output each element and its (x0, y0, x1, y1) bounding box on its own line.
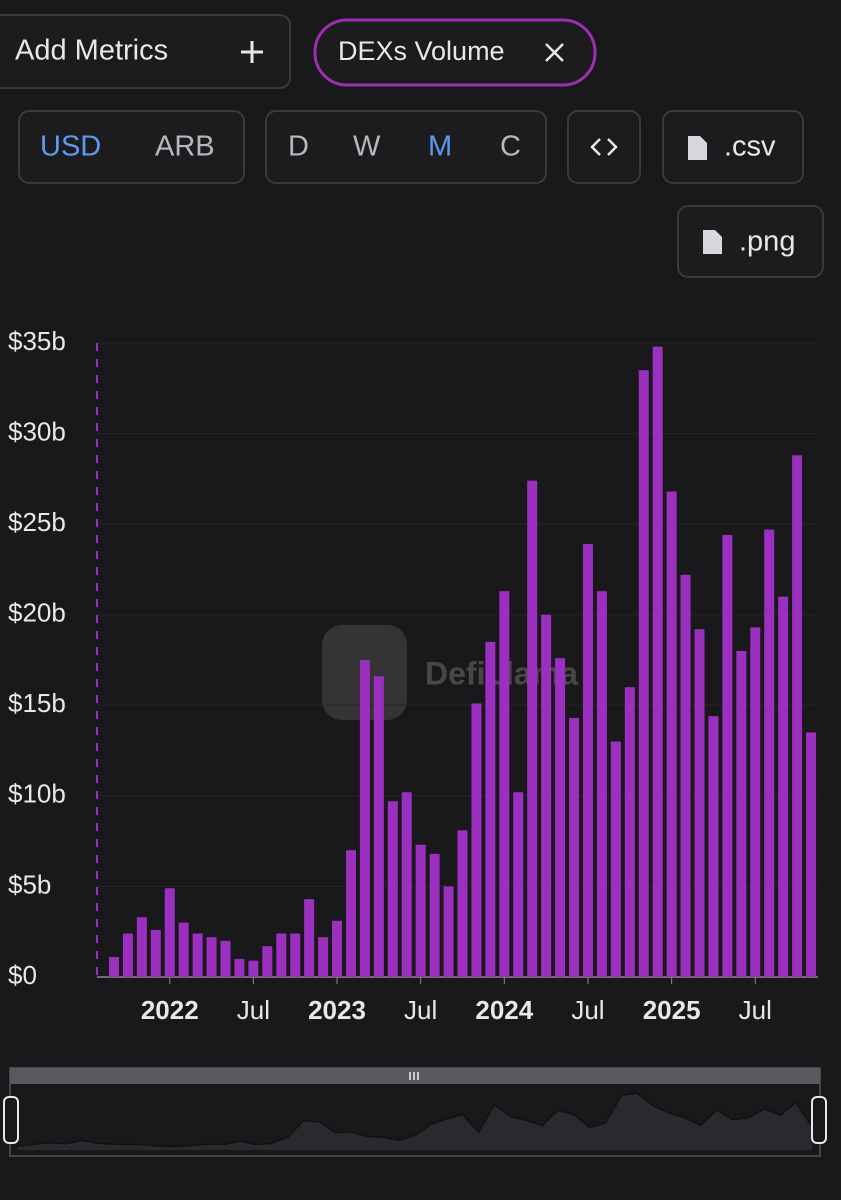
bar (499, 591, 510, 977)
bar (652, 346, 663, 977)
currency-option[interactable]: ARB (155, 131, 215, 163)
bar (220, 940, 231, 977)
y-tick-label: $0 (8, 960, 37, 990)
bar (304, 899, 315, 977)
metric-chip-label: DEXs Volume (338, 36, 505, 66)
png-button[interactable] (677, 205, 824, 278)
bar (638, 370, 649, 978)
bar (680, 574, 691, 977)
bar (234, 958, 245, 977)
bar (290, 933, 301, 977)
bar (429, 853, 440, 977)
x-tick-label: Jul (739, 995, 772, 1025)
embed-button[interactable] (567, 110, 641, 184)
bar (150, 929, 161, 977)
bar (527, 480, 538, 977)
bar (276, 933, 287, 977)
bar (513, 792, 524, 977)
x-tick-label: Jul (571, 995, 604, 1025)
bar (443, 886, 454, 977)
bar (164, 888, 175, 977)
metric-chip[interactable] (313, 18, 597, 87)
y-tick-label: $10b (8, 779, 66, 809)
bar (471, 703, 482, 977)
brush-handle[interactable] (811, 1096, 827, 1144)
bar (764, 529, 775, 977)
x-tick-label: Jul (404, 995, 437, 1025)
bar (415, 844, 426, 977)
x-tick-label: 2024 (475, 995, 533, 1025)
bar (136, 917, 147, 977)
bar (708, 716, 719, 977)
y-tick-label: $15b (8, 688, 66, 718)
bar (722, 535, 733, 977)
y-tick-label: $20b (8, 598, 66, 628)
bar (666, 491, 677, 977)
bar (694, 629, 705, 977)
csv-label: .csv (724, 131, 776, 163)
bar (610, 741, 621, 977)
bar (108, 957, 119, 977)
x-tick-label: 2023 (308, 995, 366, 1025)
bar (192, 933, 203, 977)
period-option[interactable]: C (500, 131, 521, 163)
code-icon (590, 138, 618, 156)
brush-bar[interactable] (10, 1068, 820, 1084)
bar (778, 596, 789, 977)
period-option[interactable]: D (288, 131, 309, 163)
bar (373, 676, 384, 977)
plus-icon (241, 41, 263, 63)
bar (359, 660, 370, 977)
bar (555, 658, 566, 977)
bar (248, 960, 259, 977)
currency-group (18, 110, 245, 184)
y-tick-label: $25b (8, 507, 66, 537)
bar (206, 937, 217, 977)
y-tick-label: $30b (8, 416, 66, 446)
x-tick-label: Jul (237, 995, 270, 1025)
bar (262, 946, 273, 977)
bar (750, 627, 761, 977)
y-tick-label: $35b (8, 326, 66, 356)
brush-area (18, 1093, 812, 1150)
bar (457, 830, 468, 977)
bar (541, 614, 552, 977)
bar (792, 455, 803, 977)
bar (596, 591, 607, 977)
bar (318, 937, 329, 977)
y-tick-label: $5b (8, 869, 51, 899)
bar (806, 732, 817, 977)
file-icon (703, 230, 722, 254)
period-option[interactable]: M (428, 131, 452, 163)
close-icon[interactable] (545, 43, 564, 62)
csv-button[interactable] (662, 110, 804, 184)
currency-option[interactable]: USD (40, 131, 101, 163)
bar (178, 922, 189, 977)
period-group (265, 110, 547, 184)
bar (332, 920, 343, 977)
bar (345, 850, 356, 977)
x-tick-label: 2022 (141, 995, 199, 1025)
period-option[interactable]: W (353, 131, 381, 163)
x-tick-label: 2025 (643, 995, 701, 1025)
bar (122, 933, 133, 977)
bar (401, 792, 412, 977)
brush-handle[interactable] (3, 1096, 19, 1144)
bar (624, 687, 635, 977)
add-metrics-label: Add Metrics (15, 35, 168, 67)
bar (387, 801, 398, 977)
brush-line (17, 1092, 813, 1148)
bar (582, 544, 593, 977)
png-label: .png (739, 226, 795, 258)
add-metrics-button[interactable] (0, 14, 291, 89)
file-icon (688, 136, 707, 160)
bar (569, 717, 580, 977)
bar (736, 650, 747, 977)
bar (485, 641, 496, 977)
brush-grip (409, 1072, 419, 1080)
